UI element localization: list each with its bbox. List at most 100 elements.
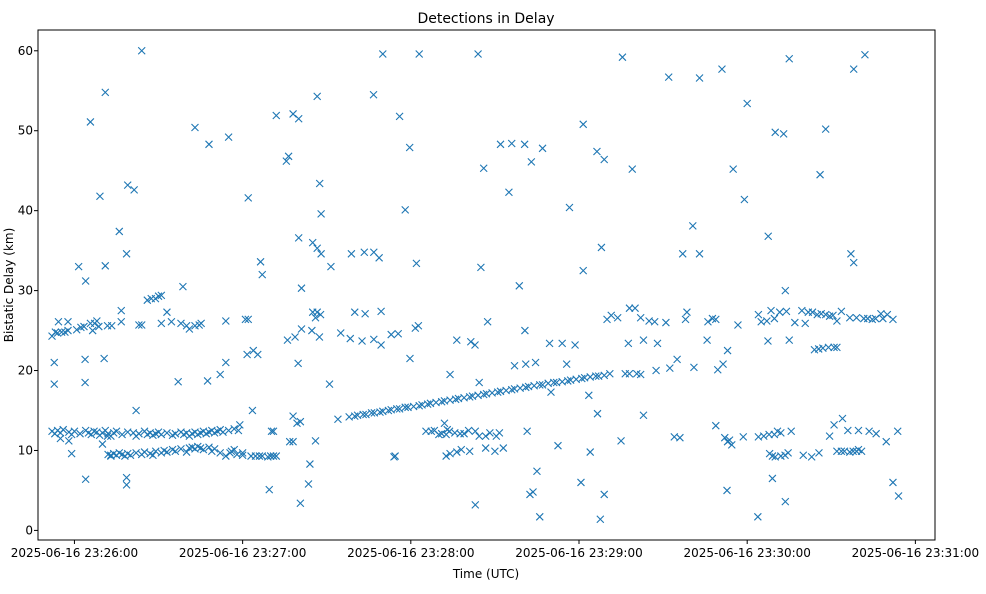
data-point <box>315 333 324 341</box>
data-point <box>781 286 790 295</box>
data-point <box>313 92 322 101</box>
data-point <box>837 307 846 316</box>
data-point <box>538 381 547 389</box>
data-point <box>346 334 355 343</box>
data-point <box>64 317 72 326</box>
data-point <box>238 448 247 457</box>
data-point <box>759 432 768 440</box>
data-point <box>782 307 791 316</box>
data-point <box>729 165 738 173</box>
data-point <box>577 374 586 383</box>
data-point <box>479 164 488 173</box>
y-axis-ticks: 0 10 20 30 40 50 60 <box>18 44 38 537</box>
data-point <box>137 46 146 55</box>
data-point <box>833 343 841 352</box>
data-point <box>593 147 601 156</box>
data-point <box>725 436 734 444</box>
data-point <box>481 432 490 440</box>
data-point <box>824 343 833 352</box>
data-point <box>272 452 281 460</box>
data-point <box>143 296 152 305</box>
data-point <box>205 443 213 452</box>
data-point <box>507 385 516 394</box>
data-point <box>238 451 247 460</box>
data-point <box>703 336 711 345</box>
data-point <box>251 452 260 460</box>
data-point <box>451 395 460 404</box>
data-point <box>636 313 645 322</box>
data-point <box>395 405 404 413</box>
data-point <box>294 233 303 242</box>
data-point <box>830 343 838 352</box>
data-point <box>315 179 324 188</box>
data-point <box>423 400 432 408</box>
data-point <box>244 315 253 324</box>
data-point <box>854 426 863 435</box>
data-point <box>799 451 808 460</box>
data-point <box>269 427 278 436</box>
data-point <box>510 361 519 370</box>
data-point <box>531 358 540 367</box>
data-point <box>221 358 230 367</box>
data-point <box>96 192 104 201</box>
data-point <box>662 318 670 327</box>
data-point <box>130 185 139 194</box>
data-point <box>308 238 317 247</box>
data-point <box>272 111 281 120</box>
data-point <box>375 253 384 262</box>
data-point <box>719 360 727 369</box>
chart-title: Detections in Delay <box>417 11 554 27</box>
data-point <box>720 433 729 442</box>
data-point <box>785 54 794 63</box>
data-point <box>605 369 614 378</box>
data-point <box>631 304 639 313</box>
data-point <box>507 139 516 148</box>
data-point <box>154 292 163 301</box>
data-point <box>347 249 356 258</box>
data-point <box>718 65 726 74</box>
data-points <box>48 46 903 524</box>
data-point <box>558 339 567 348</box>
data-point <box>392 405 401 413</box>
data-point <box>617 436 625 445</box>
data-point <box>838 414 847 423</box>
data-point <box>157 430 166 439</box>
data-point <box>775 308 784 317</box>
data-point <box>163 308 171 317</box>
data-point <box>825 432 834 440</box>
data-point <box>80 322 88 331</box>
data-point <box>224 426 233 435</box>
data-point <box>360 248 369 257</box>
data-point <box>81 475 90 484</box>
data-point <box>70 427 79 436</box>
data-point <box>101 88 110 97</box>
data-point <box>317 209 326 218</box>
data-point <box>471 500 480 509</box>
x-tick-label: 2025-06-16 23:29:00 <box>515 546 642 560</box>
data-point <box>797 306 806 315</box>
data-point <box>406 354 414 363</box>
data-point <box>681 315 690 324</box>
data-point <box>376 408 384 416</box>
data-point <box>415 401 424 410</box>
data-point <box>405 143 414 152</box>
data-point <box>216 370 225 379</box>
data-point <box>639 336 648 345</box>
data-point <box>496 140 505 149</box>
data-point <box>727 440 736 449</box>
data-point <box>625 369 634 378</box>
data-point <box>118 430 126 439</box>
data-point <box>600 490 609 499</box>
data-point <box>64 436 73 445</box>
data-point <box>137 321 146 329</box>
data-point <box>412 259 421 268</box>
data-point <box>296 499 305 508</box>
data-point <box>781 497 790 506</box>
data-point <box>816 170 824 179</box>
data-point <box>149 451 157 460</box>
data-point <box>74 262 83 271</box>
data-point <box>807 452 816 461</box>
data-point <box>191 123 199 132</box>
data-point <box>285 437 294 446</box>
